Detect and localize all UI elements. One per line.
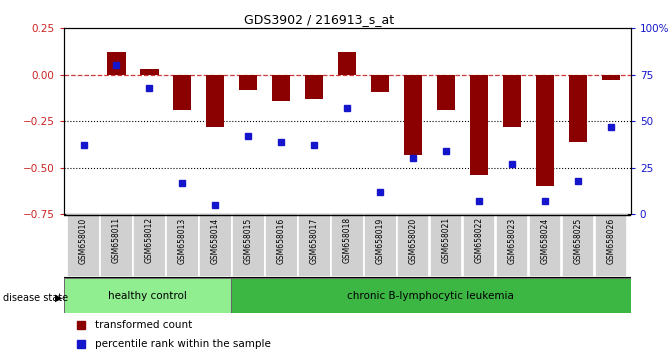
Bar bbox=[100, 215, 133, 277]
Bar bbox=[437, 75, 455, 110]
Bar bbox=[231, 278, 631, 313]
Text: GSM658023: GSM658023 bbox=[507, 217, 517, 264]
Text: ▶: ▶ bbox=[55, 293, 62, 303]
Bar bbox=[67, 215, 100, 277]
Bar bbox=[265, 215, 298, 277]
Bar bbox=[199, 215, 231, 277]
Bar bbox=[430, 215, 462, 277]
Bar bbox=[503, 75, 521, 127]
Text: GSM658017: GSM658017 bbox=[310, 217, 319, 264]
Text: GSM658020: GSM658020 bbox=[409, 217, 417, 264]
Text: GSM658018: GSM658018 bbox=[343, 217, 352, 263]
Text: percentile rank within the sample: percentile rank within the sample bbox=[95, 339, 271, 349]
Bar bbox=[536, 75, 554, 186]
Bar bbox=[364, 215, 397, 277]
Text: GSM658013: GSM658013 bbox=[178, 217, 187, 264]
Text: GSM658011: GSM658011 bbox=[112, 217, 121, 263]
Bar bbox=[133, 215, 166, 277]
Bar bbox=[232, 215, 264, 277]
Bar bbox=[240, 75, 258, 90]
Text: GSM658016: GSM658016 bbox=[277, 217, 286, 264]
Text: GSM658025: GSM658025 bbox=[574, 217, 582, 264]
Bar bbox=[272, 75, 291, 101]
Text: transformed count: transformed count bbox=[95, 320, 192, 330]
Bar bbox=[166, 215, 199, 277]
Text: chronic B-lymphocytic leukemia: chronic B-lymphocytic leukemia bbox=[347, 291, 514, 301]
Bar bbox=[404, 75, 422, 155]
Bar bbox=[298, 215, 331, 277]
Text: GSM658026: GSM658026 bbox=[607, 217, 615, 264]
Bar bbox=[206, 75, 224, 127]
Text: GSM658022: GSM658022 bbox=[474, 217, 484, 263]
Bar bbox=[140, 69, 158, 75]
Bar bbox=[305, 75, 323, 99]
Bar bbox=[470, 75, 488, 175]
Bar bbox=[562, 215, 595, 277]
Bar bbox=[496, 215, 528, 277]
Bar bbox=[64, 278, 231, 313]
Bar bbox=[107, 52, 125, 75]
Text: GSM658015: GSM658015 bbox=[244, 217, 253, 264]
Text: GSM658019: GSM658019 bbox=[376, 217, 384, 264]
Bar bbox=[397, 215, 429, 277]
Bar bbox=[569, 75, 587, 142]
Text: GSM658012: GSM658012 bbox=[145, 217, 154, 263]
Text: GSM658014: GSM658014 bbox=[211, 217, 220, 264]
Text: disease state: disease state bbox=[3, 293, 68, 303]
Bar bbox=[173, 75, 191, 110]
Title: GDS3902 / 216913_s_at: GDS3902 / 216913_s_at bbox=[244, 13, 394, 26]
Bar bbox=[602, 75, 620, 80]
Text: GSM658010: GSM658010 bbox=[79, 217, 88, 264]
Bar bbox=[338, 52, 356, 75]
Bar bbox=[595, 215, 627, 277]
Bar bbox=[371, 75, 389, 92]
Bar bbox=[529, 215, 562, 277]
Text: healthy control: healthy control bbox=[107, 291, 187, 301]
Text: GSM658021: GSM658021 bbox=[442, 217, 451, 263]
Text: GSM658024: GSM658024 bbox=[541, 217, 550, 264]
Bar bbox=[463, 215, 495, 277]
Bar bbox=[331, 215, 364, 277]
